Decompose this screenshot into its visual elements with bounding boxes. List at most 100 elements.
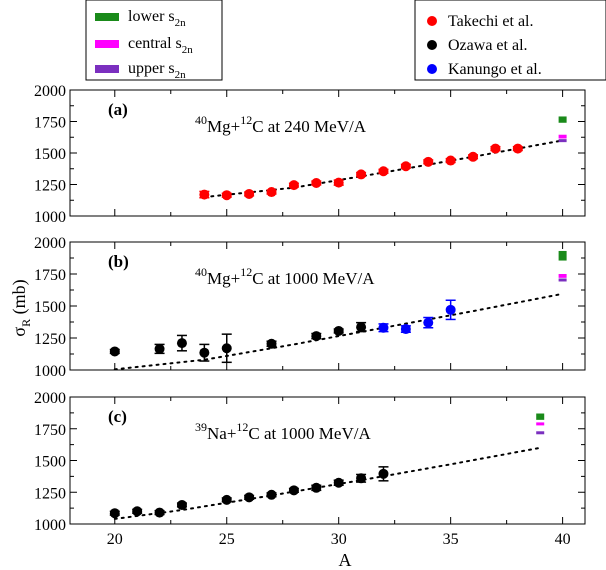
y-tick-label: 1500 [34,146,66,163]
legend-label-ozawa: Ozawa et al. [448,37,528,54]
prediction-bar-upper [536,431,545,435]
plot-frame [69,241,586,371]
data-point [244,188,255,199]
prediction-bar-lower [558,250,567,261]
plot-frame [69,396,586,525]
y-tick-label: 1000 [34,363,66,380]
legend-label-upper: upper s2n [128,60,186,81]
y-tick-label: 1750 [34,422,66,439]
x-tick-label: 30 [331,531,347,548]
y-tick-label: 1000 [34,517,66,534]
data-point [311,177,322,188]
prediction-bar-lower [558,116,567,123]
x-tick-label: 25 [219,531,235,548]
legend-label-kanungo: Kanungo et al. [448,61,542,78]
data-point [356,322,367,333]
calculation-line [113,292,564,371]
panel-label: (a) [108,100,128,119]
data-point [512,143,523,154]
x-tick-label: 40 [555,531,571,548]
prediction-bar-central [536,422,545,426]
data-point [311,331,322,342]
y-tick-label: 2000 [34,83,66,100]
data-point [199,189,210,200]
data-point [400,324,411,335]
data-point [378,166,389,177]
data-point [468,151,479,162]
y-tick-label: 1750 [34,267,66,284]
x-tick-label: 35 [443,531,459,548]
data-point [333,477,344,488]
legend-swatch-central [95,40,119,48]
legend-label-lower: lower s2n [128,8,186,29]
y-tick-label: 1250 [34,485,66,502]
legend-label-takechi: Takechi et al. [448,13,534,30]
data-point [266,187,277,198]
y-tick-label: 1250 [34,178,66,195]
legend-data: Takechi et al. Ozawa et al. Kanungo et a… [414,0,606,81]
data-point [311,482,322,493]
data-point [378,468,389,479]
panel-label: (b) [108,252,129,271]
data-point [176,499,187,510]
data-point [378,322,389,333]
data-point [490,143,501,154]
data-point [176,338,187,349]
calculation-line [203,139,564,199]
prediction-bar-lower [536,413,545,420]
panel-label: (c) [108,407,127,426]
prediction-bar-central [558,134,567,139]
legend-marker-ozawa [427,40,437,50]
data-point [445,155,456,166]
panel-2: 1000 1250 1500 1750 2000 20 25 30 35 40 (c) 39Na+12… [34,390,586,548]
data-point [154,343,165,354]
data-point [154,507,165,518]
data-point [423,317,434,328]
panel-title: 39Na+12C at 1000 MeV/A [195,420,371,443]
data-point [288,180,299,191]
data-point [333,177,344,188]
data-point [445,304,456,315]
panels: 1000 1250 1500 1750 2000 (a) 40Mg+12C at 240 M… [34,83,586,548]
data-point [356,169,367,180]
y-tick-label: 1500 [34,299,66,316]
y-tick-label: 1750 [34,115,66,132]
data-point [333,325,344,336]
data-point [400,161,411,172]
legend-label-central: central s2n [128,35,193,56]
prediction-bar-upper [558,139,567,143]
x-tick-label: 20 [107,531,123,548]
legend-marker-takechi [427,16,437,26]
data-point [109,508,120,519]
legend-s2n: lower s2n central s2n upper s2n [85,0,223,81]
data-point [221,494,232,505]
y-tick-label: 1000 [34,209,66,226]
data-point [266,489,277,500]
data-point [266,338,277,349]
data-point [423,156,434,167]
data-point [132,506,143,517]
y-tick-label: 1250 [34,331,66,348]
data-point [109,346,120,357]
data-point [288,485,299,496]
data-point [244,492,255,503]
legend-marker-kanungo [427,64,437,74]
legend-swatch-upper [95,65,119,73]
panel-1: 1000 1250 1500 1750 2000 (b) 40Mg+12C at 1000 … [34,235,586,380]
y-tick-label: 2000 [34,235,66,252]
x-axis-label: A [339,550,352,570]
legend-swatch-lower [95,13,119,21]
y-tick-label: 2000 [34,390,66,407]
data-point [221,190,232,201]
data-point [356,473,367,484]
panel-0: 1000 1250 1500 1750 2000 (a) 40Mg+12C at 240 M… [34,83,586,226]
panel-title: 40Mg+12C at 1000 MeV/A [195,265,375,288]
data-point [221,343,232,354]
y-axis-label: σR (mb) [9,279,33,336]
panel-title: 40Mg+12C at 240 MeV/A [195,113,367,136]
data-point [199,347,210,358]
prediction-bar-upper [558,278,567,282]
prediction-bar-central [558,274,567,278]
plot-frame [69,89,586,217]
